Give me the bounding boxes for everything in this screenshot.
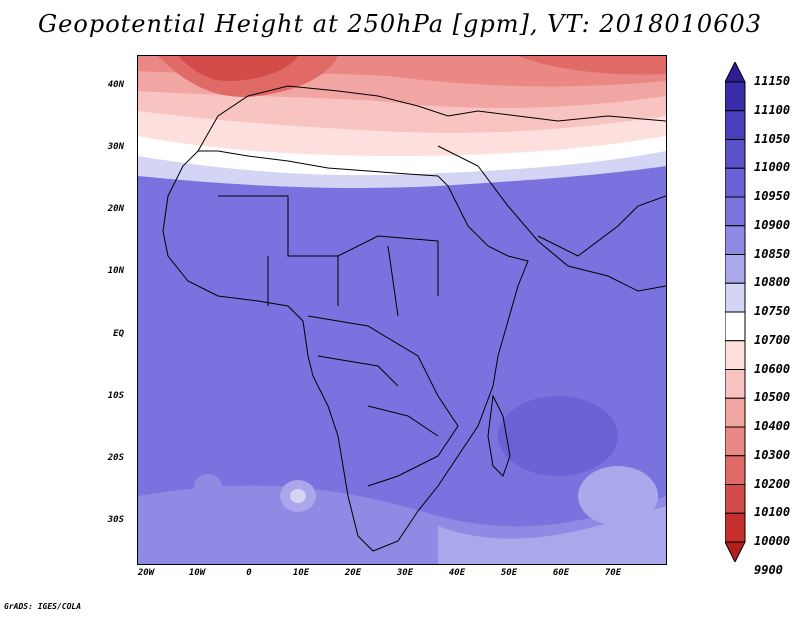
colorbar-label: 11000	[754, 160, 791, 175]
lat-label-40n: 40N	[107, 80, 124, 90]
colorbar-segment	[725, 139, 746, 169]
geopotential-map	[138, 56, 666, 564]
colorbar-segment	[725, 512, 746, 543]
colorbar-label: 10900	[754, 217, 791, 232]
colorbar	[725, 62, 746, 562]
colorbar-label: 9900	[754, 562, 783, 577]
lat-label-10s: 10S	[107, 391, 124, 401]
colorbar-label: 10100	[754, 505, 791, 520]
lon-label-30e: 30E	[396, 568, 414, 578]
colorbar-segment	[725, 62, 746, 83]
colorbar-label: 10400	[754, 419, 791, 433]
colorbar-segment	[725, 81, 746, 112]
lon-label-60e: 60E	[552, 568, 570, 578]
lon-label-20e: 20E	[344, 568, 362, 578]
lon-label-70e: 70E	[604, 568, 622, 578]
colorbar-segment	[725, 397, 746, 428]
colorbar-segment	[725, 254, 746, 284]
lat-label-20n: 20N	[107, 204, 124, 214]
colorbar-label: 10000	[754, 534, 791, 548]
map-title: Geopotential Height at 250hPa [gpm], VT:…	[38, 10, 762, 38]
lat-label-20s: 20S	[107, 453, 124, 463]
colorbar-segment	[725, 311, 746, 342]
field-blob-west	[194, 474, 222, 498]
colorbar-label: 10950	[754, 189, 791, 203]
field-blob-north-east	[518, 56, 666, 75]
colorbar-label: 10850	[754, 246, 791, 261]
colorbar-label: 10200	[754, 476, 791, 491]
lat-label-30s: 30S	[107, 515, 124, 525]
colorbar-segment	[725, 196, 746, 227]
lon-label-20w: 20W	[137, 568, 155, 578]
colorbar-segment	[725, 541, 746, 562]
colorbar-segment	[725, 484, 746, 514]
field-blob-south-atlantic-core	[290, 489, 306, 503]
colorbar-label: 11150	[754, 74, 791, 88]
colorbar-label: 10800	[754, 275, 791, 290]
colorbar-label: 11100	[754, 102, 791, 117]
colorbar-segment	[725, 369, 746, 399]
colorbar-label: 10750	[754, 304, 791, 318]
lon-label-50e: 50E	[500, 568, 518, 578]
colorbar-segment	[725, 340, 746, 370]
field-blob-indian-ocean	[498, 396, 618, 476]
map-panel	[137, 55, 667, 565]
colorbar-label: 10700	[754, 332, 791, 347]
coastlines	[162, 85, 666, 552]
lon-label-40e: 40E	[448, 568, 466, 578]
colorbar-segment	[725, 167, 746, 198]
colorbar-segment	[725, 455, 746, 485]
field-blob-north-west-core	[178, 56, 298, 81]
colorbar-segment	[725, 282, 746, 313]
lat-label-eq: EQ	[113, 329, 124, 339]
lat-label-30n: 30N	[107, 142, 124, 152]
lat-label-10n: 10N	[107, 266, 124, 276]
footer-credit: GrADS: IGES/COLA	[4, 602, 82, 611]
lon-label-10w: 10W	[188, 568, 206, 578]
colorbar-label: 10600	[754, 361, 791, 376]
field-band-southeast	[438, 506, 666, 564]
colorbar-segment	[725, 110, 746, 140]
colorbar-label: 10500	[754, 390, 791, 405]
lon-label-0: 0	[246, 568, 252, 578]
colorbar-label: 11050	[754, 131, 791, 146]
colorbar-label: 10300	[754, 447, 791, 462]
colorbar-segment	[725, 225, 746, 255]
field-blob-southeast	[578, 466, 658, 526]
lon-label-10e: 10E	[292, 568, 310, 578]
colorbar-segment	[725, 426, 746, 457]
